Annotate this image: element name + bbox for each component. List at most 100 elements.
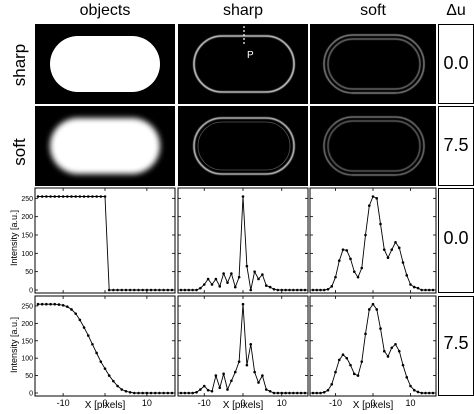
plot-frame [309,295,437,397]
profile-point [345,356,349,360]
header-objects: objects [79,2,131,19]
profile-point [49,302,52,306]
y-tick-label: 150 [21,233,33,240]
profile-point [276,391,280,395]
profile-point [210,389,214,393]
profile-point [210,283,214,286]
profile-point [431,288,435,292]
profile-point [133,288,136,292]
profile-point [295,391,299,395]
profile-point [264,388,268,391]
x-tick-label: 0 [102,398,107,408]
sharp-du0-image [178,24,308,104]
x-tick-label: 0 [240,398,245,408]
profile-point [187,391,191,395]
profile-point [158,288,161,292]
header-sharp: sharp [222,2,264,19]
profile-point [427,391,431,395]
profile-point [237,360,241,363]
profile-point [360,360,364,363]
profile-point [202,283,206,286]
profile-point [364,233,367,237]
profile-point [222,372,225,376]
x-tick-label: 10 [405,398,415,408]
profile-point [268,285,272,289]
y-tick-label: 200 [21,321,33,328]
profile-point [311,288,315,292]
sharp-du0-profile [177,187,309,294]
delta-u-value-3: 0.0 [443,228,469,248]
profile-point [272,391,276,395]
profile-point [345,249,349,252]
profile-point [375,308,379,311]
objects-sharp-profile: 0 50 100 150 200 250 [21,187,176,295]
profile-point [303,391,307,395]
profile-point [349,257,352,261]
x-axis-label-sharp: X [pixels] [222,400,264,411]
soft-du0-edge-outer [323,34,425,94]
profile-point [405,274,409,277]
soft-du7.5-image [310,106,436,186]
soft-du7.5-edge-inner [327,120,421,172]
profile-point [120,388,124,391]
profile-point [280,391,284,395]
profile-point [145,391,149,395]
profile-point [352,372,356,376]
profile-point [272,287,276,291]
plot-frame [34,295,176,397]
profile-point [149,391,153,395]
profile-point [409,384,412,388]
profile-point [257,277,260,281]
header-soft: soft [360,2,386,19]
profile-point [36,302,40,306]
x-tick-label: 10 [142,398,152,408]
profile-point [249,288,253,292]
profile-point [295,288,299,292]
profile-point [394,241,397,244]
profile-point [416,286,420,290]
y-tick-label: 150 [21,338,33,345]
profile-point [379,327,382,330]
profile-point [424,391,427,395]
y-tick-label: 250 [21,303,33,310]
profile-point [241,195,245,198]
sharp-du7.5-image [178,106,308,186]
profile-point [137,391,140,395]
profile-point [237,275,241,279]
profile-point [40,302,44,306]
profile-point [166,288,170,292]
profile-point [341,248,345,251]
profile-point [53,195,57,198]
profile-point [226,281,229,284]
sharp-du7.5-edge [193,117,295,175]
profile-point [371,302,375,306]
soft-du7.5-profile: -10 0 10 [309,295,437,408]
profile-point [86,195,90,198]
profile-point [124,288,128,292]
profile-point [66,195,69,198]
profile-point [386,256,390,260]
profile-point [330,382,334,386]
profile-point [70,308,73,311]
profile-point-label: P [247,50,254,61]
profile-point [405,376,409,379]
profile-point [107,288,111,292]
sharp-du7.5-edge-inner [197,121,291,171]
x-tick-label: 10 [277,398,287,408]
profile-point [364,332,367,336]
profile-point [319,391,322,395]
y-tick-label: 100 [21,251,33,258]
profile-point [128,288,132,292]
profile-point [82,195,86,198]
profile-point [103,367,107,370]
profile-point [356,374,360,377]
y-axis-label-top: Intensity [a.u.] [9,209,19,267]
y-axis-label-bottom: Intensity [a.u.] [9,316,19,374]
profile-point [311,391,315,395]
profile-point [245,363,249,367]
header-delta-u: Δu [446,2,466,19]
soft-du7.5-edge-outer [323,116,425,176]
profile-point [276,288,280,292]
profile-point [334,370,337,374]
